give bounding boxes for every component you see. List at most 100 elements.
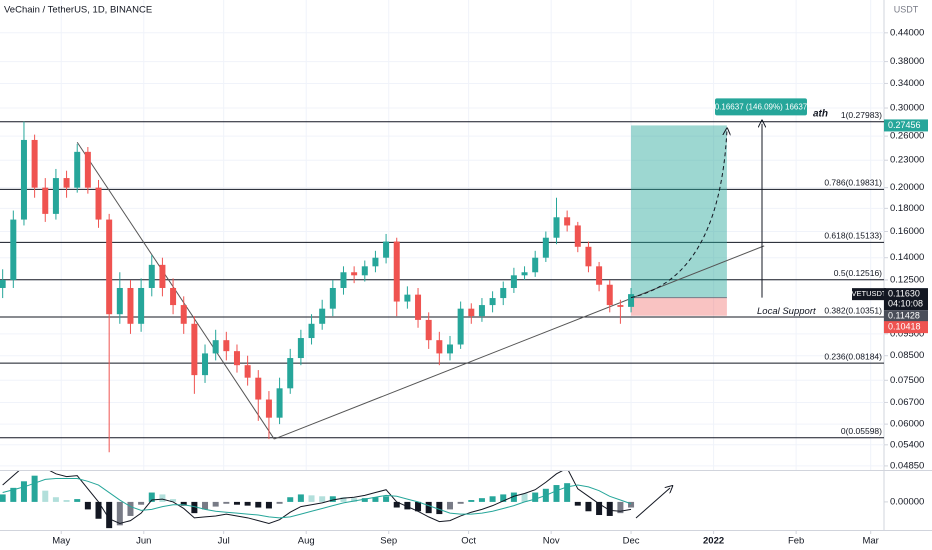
histogram-bar [116,501,123,526]
histogram-bar [510,492,517,502]
candle-body [585,246,592,267]
histogram-bar [500,494,507,502]
candle-body [564,217,571,226]
macd-pane [0,471,670,529]
macd-arrow [635,488,670,519]
histogram-bar [606,501,613,516]
candle-body [74,151,81,188]
stop-badge-bg [884,321,928,334]
signal-line [2,477,632,519]
histogram-bar [404,501,411,510]
support-label: Local Support [757,306,816,317]
symbol-badge: VETUSDT [851,289,886,298]
candle-body [606,284,613,306]
histogram-bar [212,501,219,507]
y-tick-label: 0.04850 [890,460,924,471]
candle-body [31,139,38,188]
candle-body [265,399,272,418]
histogram-bar [148,492,155,502]
candle-body [191,323,198,376]
candle-body [20,139,27,220]
y-tick-label: 0.38000 [890,56,924,67]
y-tick-label: 0.26000 [890,131,924,142]
currency-label: USDT [894,4,919,14]
y-tick-label: 0.34000 [890,78,924,89]
histogram-bar [265,501,272,509]
histogram-bar [372,497,379,502]
candle-body [10,219,17,280]
histogram-bar [319,496,326,502]
histogram-bar [202,501,209,510]
candle-body [297,338,304,359]
candle-body [361,266,368,276]
x-tick-label: Mar [862,536,878,547]
candle-body [521,272,528,276]
candle-body [340,272,347,288]
y-tick-label: 0.30000 [890,103,924,114]
x-tick-label: May [52,536,70,547]
candle-body [351,272,358,276]
candle-body [457,308,464,345]
fib-label: 0(0.05598) [841,426,882,436]
histogram-bar [31,475,38,502]
histogram-bar [468,500,475,502]
histogram-bar [628,501,635,508]
histogram-bar [351,498,358,502]
histogram-bar [159,494,166,502]
histogram-bar [84,501,91,510]
chart-title: VeChain / TetherUS, 1D, BINANCE [4,5,152,16]
candle-body [308,323,315,339]
histogram-bar [74,499,81,502]
y-tick-label: 0.44000 [890,27,924,38]
histogram-bar [233,501,240,505]
histogram-bar [0,494,6,502]
fib-label: 0.236(0.08184) [824,351,882,361]
histogram-bar [329,496,336,502]
candle-body [617,305,624,307]
histogram-bar [170,499,177,502]
histogram-bar [20,481,27,502]
loss-zone [631,297,727,316]
candle-body [425,319,432,341]
histogram-bar [244,501,251,506]
candle-body [287,358,294,389]
candle-body [95,187,102,220]
y-tick-label: 0.12500 [890,274,924,285]
ath-label: ath [813,108,828,119]
y2-tick-label: 0.00000 [890,496,924,507]
histogram-bar [457,501,464,504]
candle-body [212,340,219,354]
candle-body [596,266,603,285]
candle-body [329,287,336,309]
candle-body [510,275,517,288]
histogram-bar [478,498,485,502]
histogram-bar [489,496,496,502]
candle-body [159,264,166,288]
axes: 0.44000 0.38000 0.34000 0.30000 0.26000 0.230… [52,27,924,546]
candle-body [574,225,581,247]
histogram-bar [532,492,539,502]
stop-badge: 0.10418 [888,322,921,332]
histogram-bar [308,495,315,502]
histogram-bar [95,501,102,519]
x-tick-label: Jul [218,536,230,547]
x-tick-label: Feb [788,536,804,547]
candle-body [542,237,549,258]
y-tick-label: 0.18000 [890,203,924,214]
candle-body [233,351,240,366]
candle-body [244,365,251,378]
candle-body [63,178,70,188]
histogram-bar [42,490,49,502]
candle-body [170,287,177,306]
candle-body [319,308,326,324]
histogram-bar [564,483,571,502]
x-tick-label: Nov [543,536,560,547]
y-tick-label: 0.07500 [890,375,924,386]
candle-body [42,187,49,214]
y-tick-label: 0.16000 [890,226,924,237]
histogram-bar [180,501,187,506]
candle-body [84,151,91,188]
histogram-bar [415,501,422,512]
candle-body [127,287,134,324]
